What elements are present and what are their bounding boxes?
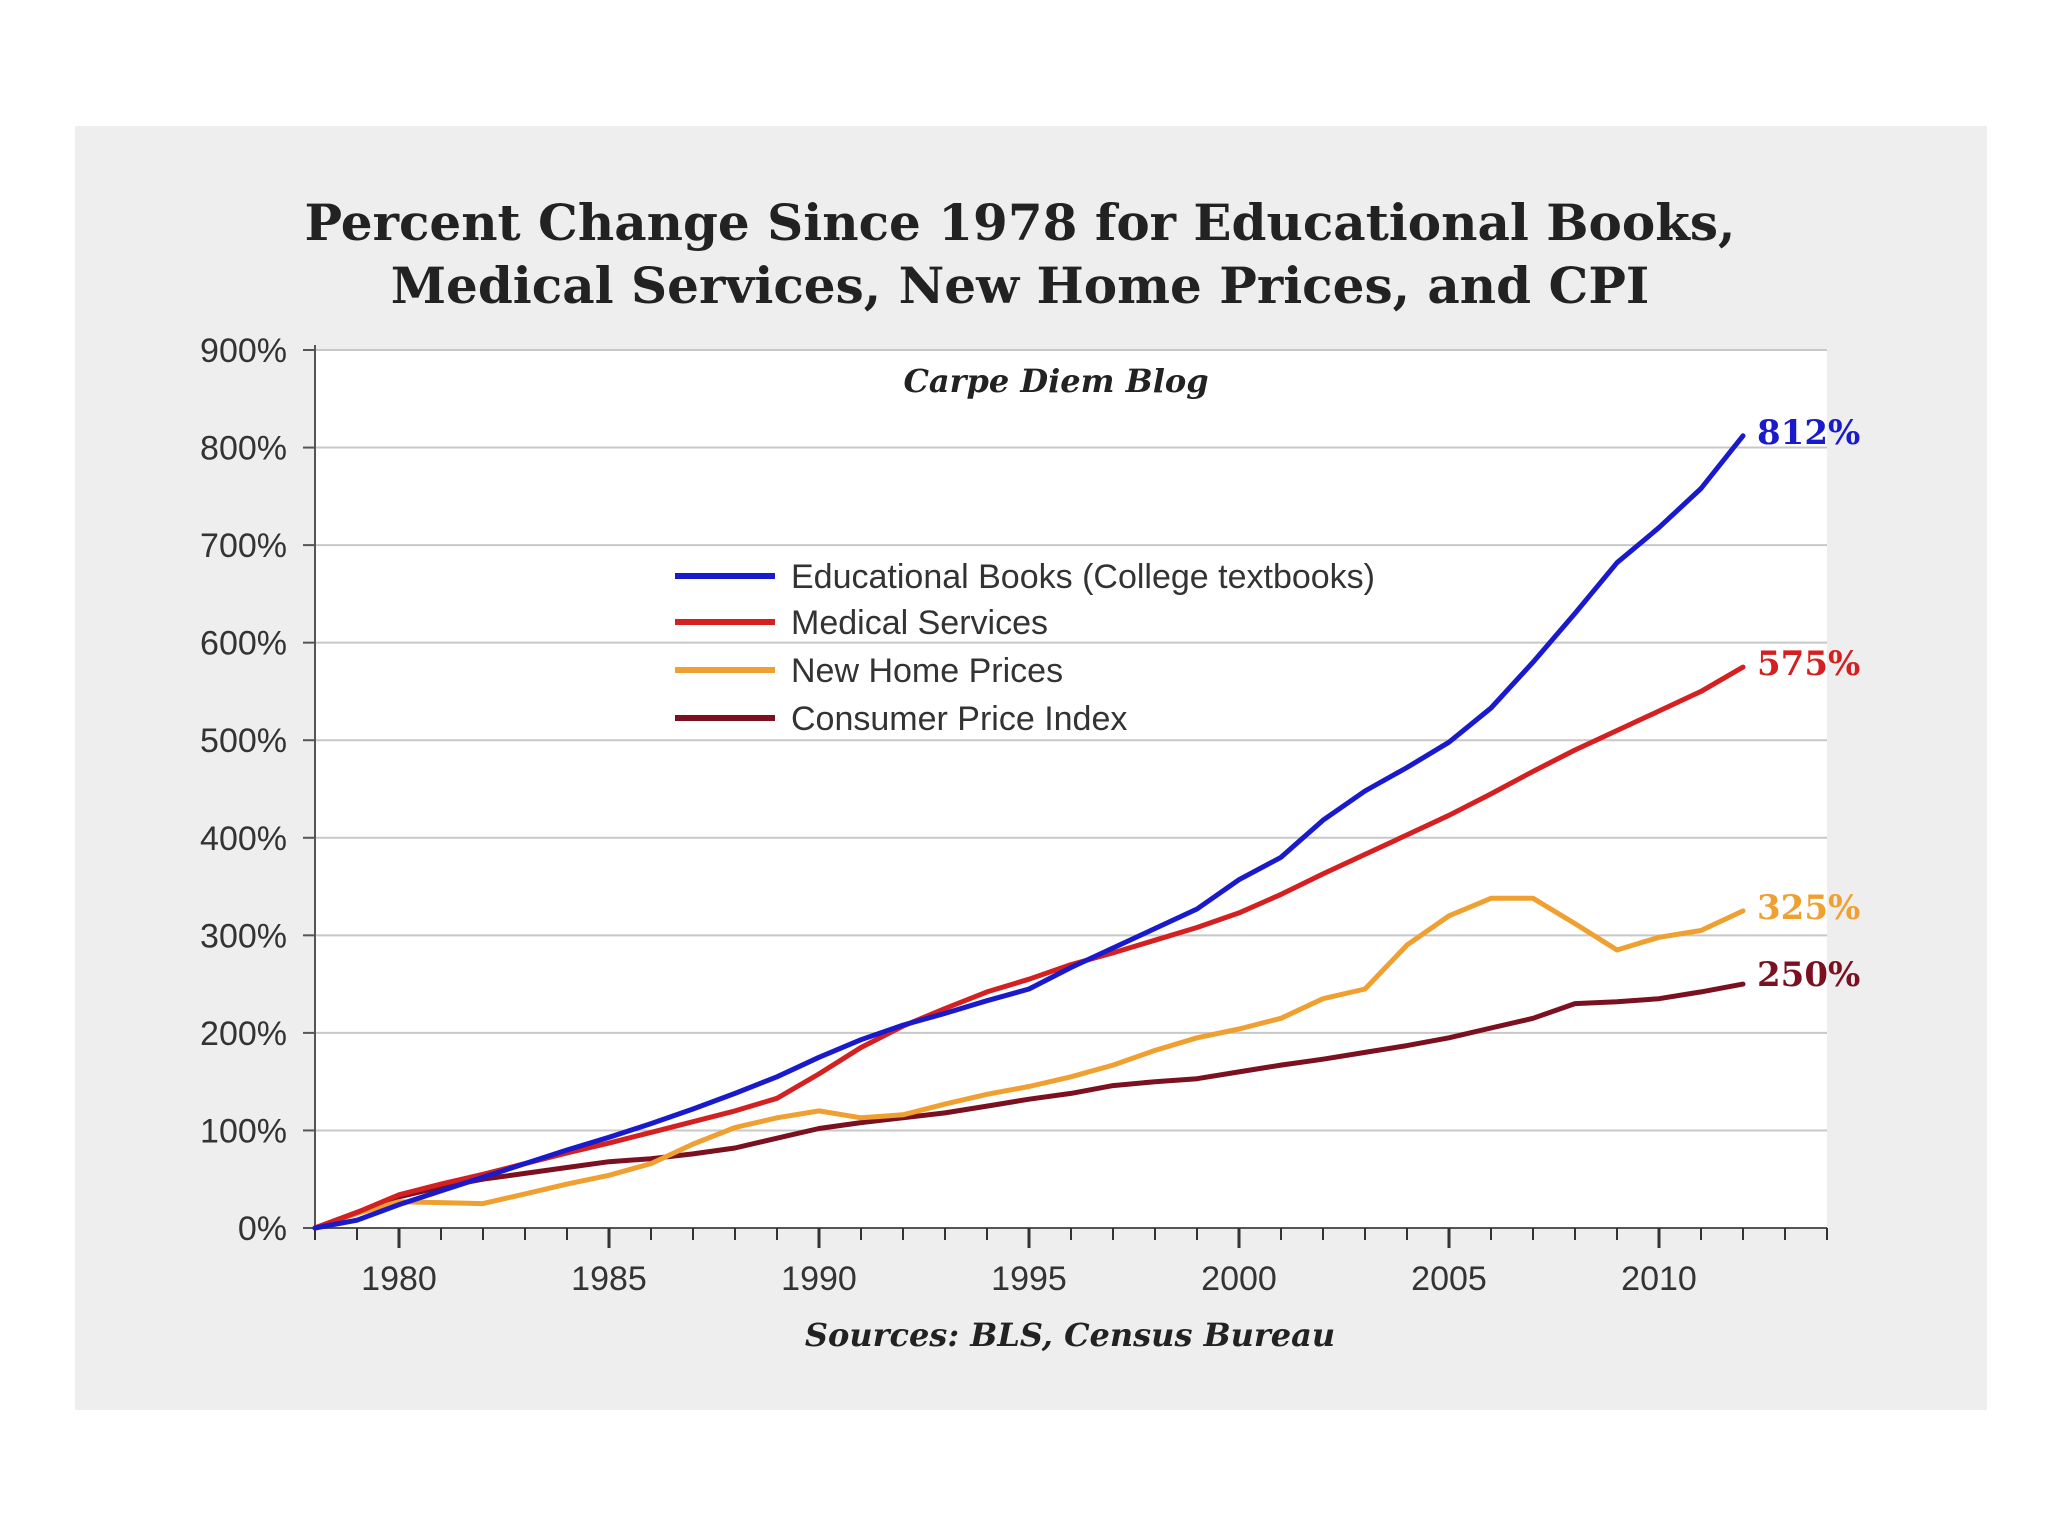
chart-panel: Percent Change Since 1978 for Educationa…: [75, 126, 1987, 1410]
series-line-educational-books-college-textbooks: [312, 433, 1746, 1231]
x-tick-label: 2000: [1201, 1260, 1277, 1298]
x-tick-label: 1980: [361, 1260, 437, 1298]
chart-subtitle: Carpe Diem Blog: [903, 362, 1208, 400]
legend-label: Educational Books (College textbooks): [791, 558, 1375, 596]
x-tick-label: 2005: [1411, 1260, 1487, 1298]
y-tick-label: 500%: [200, 722, 287, 760]
end-labels: 812% 575% 325% 250%: [1757, 413, 1860, 995]
series-line-consumer-price-index: [312, 981, 1746, 1231]
end-label-educational-books-college-textbooks: 812%: [1757, 413, 1860, 453]
end-label-new-home-prices: 325%: [1757, 888, 1860, 928]
series-line-new-home-prices: [312, 895, 1746, 1231]
x-tick-label: 1985: [571, 1260, 647, 1298]
end-label-medical-services: 575%: [1757, 644, 1860, 684]
series-lines: [312, 433, 1746, 1231]
x-tick-label: 2010: [1621, 1260, 1697, 1298]
y-tick-label: 800%: [200, 430, 287, 468]
legend-item-consumer-price-index: Consumer Price Index: [675, 700, 1127, 738]
y-tick-label: 700%: [200, 527, 287, 565]
plot-area: [315, 350, 1827, 1228]
end-label-consumer-price-index: 250%: [1757, 955, 1860, 995]
y-tick-label: 600%: [200, 625, 287, 663]
legend-item-new-home-prices: New Home Prices: [675, 652, 1063, 690]
chart-source: Sources: BLS, Census Bureau: [805, 1316, 1335, 1354]
legend-label: Medical Services: [791, 604, 1048, 642]
x-tick-label: 1990: [781, 1260, 857, 1298]
chart-title-line-1: Percent Change Since 1978 for Educationa…: [305, 193, 1736, 252]
y-tick-label: 300%: [200, 917, 287, 955]
y-tick-label: 900%: [200, 332, 287, 370]
y-tick-label: 200%: [200, 1015, 287, 1053]
y-tick-label: 400%: [200, 820, 287, 858]
line-chart: Percent Change Since 1978 for Educationa…: [200, 193, 1860, 1354]
legend-label: New Home Prices: [791, 652, 1063, 690]
y-tick-label: 100%: [200, 1112, 287, 1150]
x-tick-label: 1995: [991, 1260, 1067, 1298]
legend-label: Consumer Price Index: [791, 700, 1127, 738]
legend-item-educational-books-college-textbooks: Educational Books (College textbooks): [675, 558, 1375, 596]
gridlines: [315, 349, 1827, 1132]
axes: 0% 100% 200% 300% 400% 500% 600% 700% 800% 900% 19…: [200, 332, 1828, 1298]
legend: Educational Books (College textbooks) Med…: [675, 558, 1375, 738]
y-tick-label: 0%: [238, 1210, 287, 1248]
legend-item-medical-services: Medical Services: [675, 604, 1048, 642]
chart-title-line-2: Medical Services, New Home Prices, and C…: [391, 256, 1650, 315]
